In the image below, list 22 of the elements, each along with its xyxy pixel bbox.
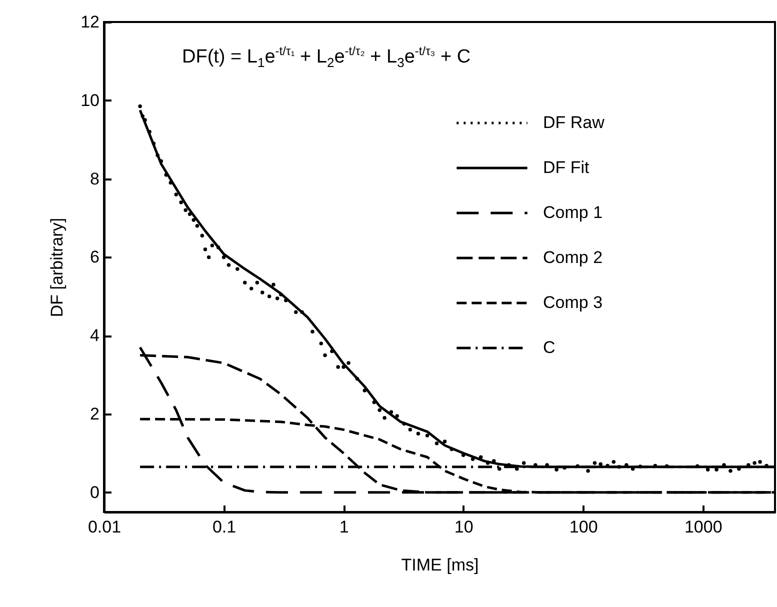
legend-label: DF Fit [543,158,590,177]
y-axis-title: DF [arbitrary] [48,218,67,318]
y-tick-label: 8 [90,169,100,188]
legend-label: Comp 1 [543,203,603,222]
x-tick-label: 1 [339,518,349,536]
y-tick-label: 10 [80,90,100,110]
text: DF(t) = L$_{1}$e$^{-t/τ₁}$ + L$_{2}$e$^{-t/τ₂}$ + L$_{3}$e$^{-t/τ₃}$ + C [182,44,471,70]
x-tick-label: 100 [569,518,598,536]
legend-label: C [543,338,556,357]
x-tick-label: 0.01 [88,518,122,536]
x-tick-label: 1000 [684,518,722,536]
y-tick-label: 0 [90,482,100,502]
legend-label: Comp 3 [543,293,603,312]
x-tick-label: 10 [454,518,474,536]
legend-label: Comp 2 [543,248,603,267]
y-tick-label: 12 [80,12,100,32]
y-tick-label: 2 [90,404,100,424]
legend-label: DF Raw [543,113,606,132]
x-axis-title: TIME [ms] [401,556,479,574]
x-tick-label: 0.1 [212,518,236,536]
y-tick-label: 4 [90,326,100,346]
y-tick-label: 6 [90,248,100,267]
